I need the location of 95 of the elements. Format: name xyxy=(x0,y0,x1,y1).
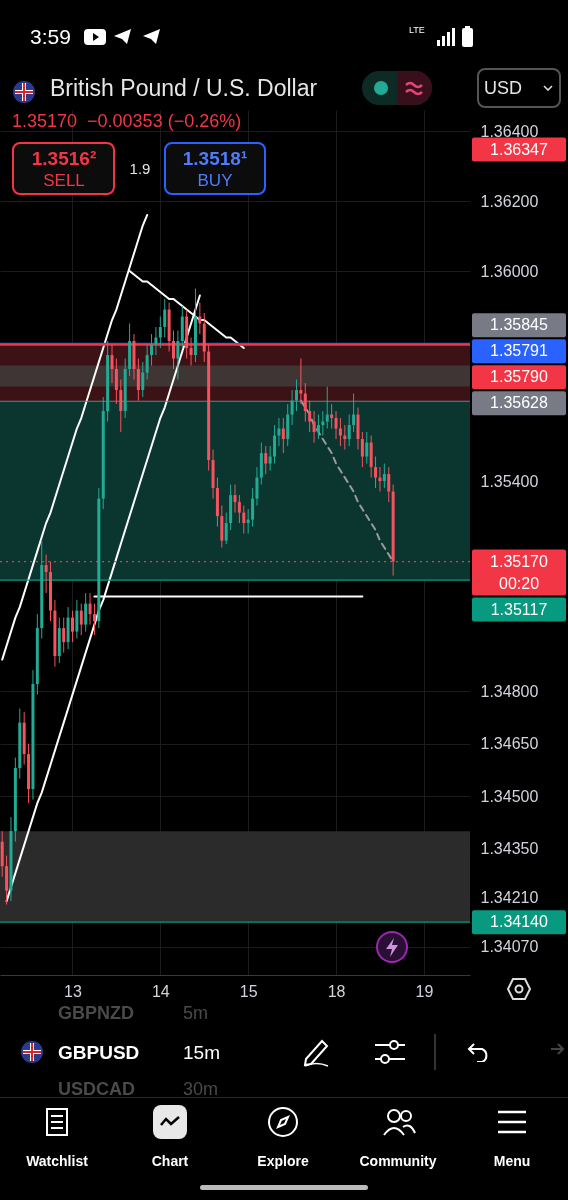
annotation: 1.3516² xyxy=(31,147,97,169)
candlestick xyxy=(163,298,167,339)
text: LTE xyxy=(409,25,425,35)
annotation: 1.9 xyxy=(129,159,151,177)
x-tick-label: 18 xyxy=(327,982,346,1000)
candlestick xyxy=(88,592,92,626)
annotation: SELL xyxy=(43,170,85,190)
candlestick xyxy=(325,386,329,430)
candlestick xyxy=(70,610,74,643)
candlestick xyxy=(255,466,259,507)
text: USDCAD xyxy=(58,1079,136,1099)
candlestick xyxy=(308,400,312,433)
y-tick-label: 1.34070 xyxy=(480,938,539,956)
annotation: BUY xyxy=(197,170,233,190)
x-tick-label: 15 xyxy=(239,982,258,1000)
candlestick xyxy=(281,417,285,454)
text: 15m xyxy=(183,1042,220,1063)
candlestick xyxy=(176,330,180,381)
candlestick xyxy=(92,603,96,636)
candlestick xyxy=(277,417,281,447)
text: Chart xyxy=(151,1153,189,1169)
candlestick xyxy=(75,599,79,640)
text: 1.35845 xyxy=(490,316,549,334)
candlestick xyxy=(334,410,338,440)
candlestick xyxy=(273,424,277,465)
candlestick xyxy=(268,445,272,472)
candlestick xyxy=(44,554,48,594)
candlestick xyxy=(84,592,88,633)
text: 30m xyxy=(183,1079,219,1099)
candlestick xyxy=(316,414,320,440)
candlestick xyxy=(251,487,255,528)
chart-subtitle: 1.35170 −0.00353 (−0.26%) xyxy=(12,111,242,131)
candlestick xyxy=(150,333,154,367)
candlestick xyxy=(295,379,298,412)
candlestick xyxy=(198,302,202,335)
candlestick xyxy=(158,316,162,349)
y-tick-label: 1.36400 xyxy=(480,122,539,140)
candlestick xyxy=(312,410,316,444)
text: 3:59 xyxy=(30,25,71,48)
x-tick-label: 19 xyxy=(415,982,434,1000)
candlestick xyxy=(338,417,342,447)
candlestick xyxy=(110,344,114,384)
candlestick xyxy=(172,330,175,370)
candlestick xyxy=(303,382,307,423)
candlestick xyxy=(145,344,149,381)
candlestick xyxy=(242,505,246,535)
candlestick xyxy=(387,466,391,503)
text: Community xyxy=(359,1153,437,1169)
candlestick xyxy=(79,603,83,636)
text: Watchlist xyxy=(26,1153,88,1169)
candlestick xyxy=(360,431,364,468)
y-tick-label: 1.34350 xyxy=(480,840,539,858)
candlestick xyxy=(141,361,145,398)
y-tick-label: 1.36200 xyxy=(480,192,539,210)
candlestick xyxy=(299,358,303,405)
annotation: 1.3518¹ xyxy=(182,147,248,169)
y-tick-label: 1.34210 xyxy=(480,889,539,907)
candlestick xyxy=(382,463,386,489)
candlestick xyxy=(154,326,158,356)
y-tick-label: 1.35400 xyxy=(480,472,539,490)
candlestick xyxy=(374,456,378,489)
candlestick xyxy=(347,414,351,447)
y-tick-label: 1.34500 xyxy=(480,787,539,805)
candlestick xyxy=(136,358,140,402)
candlestick xyxy=(189,337,193,367)
ref-line-label: 1.35117 xyxy=(490,600,548,618)
ref-line-label: 1.35170 xyxy=(490,552,549,570)
candlestick xyxy=(62,617,66,654)
text: Menu xyxy=(493,1153,531,1169)
candlestick xyxy=(237,494,241,524)
candlestick xyxy=(290,389,294,426)
ref-line-label: 1.35628 xyxy=(490,394,549,412)
y-tick-label: 1.36000 xyxy=(480,262,539,280)
x-tick-label: 13 xyxy=(64,982,82,1000)
text: USD xyxy=(484,78,523,98)
ref-line-label: 1.35790 xyxy=(490,368,549,386)
candlestick xyxy=(365,431,369,465)
text: 1.36347 xyxy=(490,140,549,158)
candlestick xyxy=(233,484,237,514)
text: 5m xyxy=(183,1003,209,1023)
chart-title: British Pound / U.S. Dollar xyxy=(50,75,318,101)
text: 00:20 xyxy=(498,574,540,592)
candlestick xyxy=(224,512,228,545)
text: GBPUSD xyxy=(58,1042,140,1063)
x-tick-label: 14 xyxy=(151,982,170,1000)
ref-line-label: 1.35791 xyxy=(490,342,549,360)
ref-line-label: 1.34140 xyxy=(490,913,549,931)
text: GBPNZD xyxy=(58,1003,134,1023)
candlestick xyxy=(264,445,268,475)
text: Explore xyxy=(257,1153,309,1169)
candlestick xyxy=(119,379,123,433)
y-tick-label: 1.34800 xyxy=(480,682,539,700)
y-tick-label: 1.34650 xyxy=(480,735,539,753)
candlestick xyxy=(114,358,118,405)
candlestick xyxy=(352,393,356,433)
